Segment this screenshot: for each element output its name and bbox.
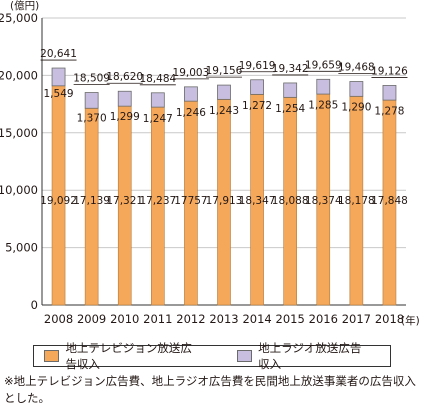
x-tick-label: 2010 (110, 312, 139, 326)
stacked-bar-chart: 0 5,000 10,000 15,000 20,000 25,000 20,641 1,5… (0, 0, 420, 327)
bar-radio (316, 78, 331, 95)
tv-value-label: 17,321 (106, 195, 143, 207)
tv-value-label: 19,092 (40, 195, 77, 207)
x-tick-label: 2015 (276, 312, 305, 326)
bar-radio (51, 67, 66, 87)
x-tick-label: 2014 (242, 312, 271, 326)
tv-value-label: 17,139 (73, 195, 110, 207)
legend-label-radio: 地上ラジオ放送広告収入 (258, 341, 362, 371)
radio-value-label: 1,299 (110, 111, 140, 123)
tv-value-label: 17,913 (206, 195, 243, 207)
bar-radio (349, 81, 364, 97)
tv-value-label: 18,347 (239, 195, 276, 207)
bar-radio (250, 79, 264, 95)
bar-radio (117, 90, 132, 107)
bar-radio (283, 82, 298, 98)
total-label: 18,484 (139, 73, 176, 85)
tv-value-label: 18,088 (272, 195, 309, 207)
y-tick-label: 10,000 (0, 183, 38, 197)
y-unit-label: (億円) (10, 0, 39, 12)
legend-label-tv: 地上テレビジョン放送広告収入 (65, 341, 192, 371)
tv-value-label: 18,374 (305, 195, 342, 207)
tv-value-label: 17757 (174, 195, 207, 207)
legend: 地上テレビジョン放送広告収入 地上ラジオ放送広告収入 (33, 341, 391, 371)
x-unit-label: (年) (401, 314, 420, 327)
tv-value-label: 18,178 (338, 195, 375, 207)
bars: 20,641 1,549 19,092 18,509 1,370 17,139 18,620… (40, 48, 408, 306)
y-tick-label: 25,000 (0, 11, 38, 25)
legend-swatch-radio (236, 350, 253, 362)
bar-radio (84, 92, 99, 109)
x-tick-label: 2009 (77, 312, 106, 326)
total-label: 19,619 (239, 60, 276, 72)
x-tick-label: 2013 (209, 312, 238, 326)
tv-value-label: 17,237 (139, 195, 176, 207)
x-tick-label: 2016 (309, 312, 338, 326)
bar-radio (382, 85, 397, 101)
total-label: 19,659 (305, 59, 342, 71)
y-tick-label: 0 (31, 298, 38, 312)
total-label: 18,620 (106, 71, 143, 83)
y-tick-label: 5,000 (5, 241, 38, 255)
x-tick-label: 2017 (342, 312, 371, 326)
legend-item-radio: 地上ラジオ放送広告収入 (236, 340, 364, 372)
radio-value-label: 1,254 (275, 103, 305, 115)
radio-value-label: 1,290 (341, 102, 371, 114)
radio-value-label: 1,370 (77, 113, 107, 125)
x-tick-label: 2011 (143, 312, 172, 326)
tv-value-label: 17,848 (371, 195, 408, 207)
x-tick-label: 2008 (44, 312, 73, 326)
radio-value-label: 1,247 (143, 113, 173, 125)
bar-radio (217, 84, 231, 100)
bar-radio (184, 86, 198, 102)
total-label: 19,156 (206, 65, 243, 77)
bar-radio (150, 92, 165, 108)
radio-value-label: 1,285 (308, 99, 338, 111)
total-label: 19,468 (338, 62, 375, 74)
total-label: 19,003 (173, 67, 210, 79)
legend-item-tv: 地上テレビジョン放送広告収入 (44, 340, 201, 372)
total-label: 19,126 (371, 65, 408, 77)
radio-value-label: 1,549 (44, 88, 74, 100)
x-tick-label: 2012 (176, 312, 205, 326)
radio-value-label: 1,243 (209, 105, 239, 117)
total-label: 18,509 (73, 73, 110, 85)
y-axis-labels: 0 5,000 10,000 15,000 20,000 25,000 (0, 11, 38, 312)
radio-value-label: 1,272 (242, 100, 272, 112)
radio-value-label: 1,246 (176, 107, 206, 119)
x-axis-labels: 2008 2009 2010 2011 2012 2013 2014 2015 2016 2017… (44, 312, 404, 326)
radio-value-label: 1,278 (374, 105, 404, 117)
legend-swatch-tv (44, 350, 60, 362)
total-label: 20,641 (40, 48, 77, 60)
y-tick-label: 20,000 (0, 68, 38, 82)
y-tick-label: 15,000 (0, 126, 38, 140)
x-tick-label: 2018 (375, 312, 404, 326)
total-label: 19,342 (272, 63, 309, 75)
